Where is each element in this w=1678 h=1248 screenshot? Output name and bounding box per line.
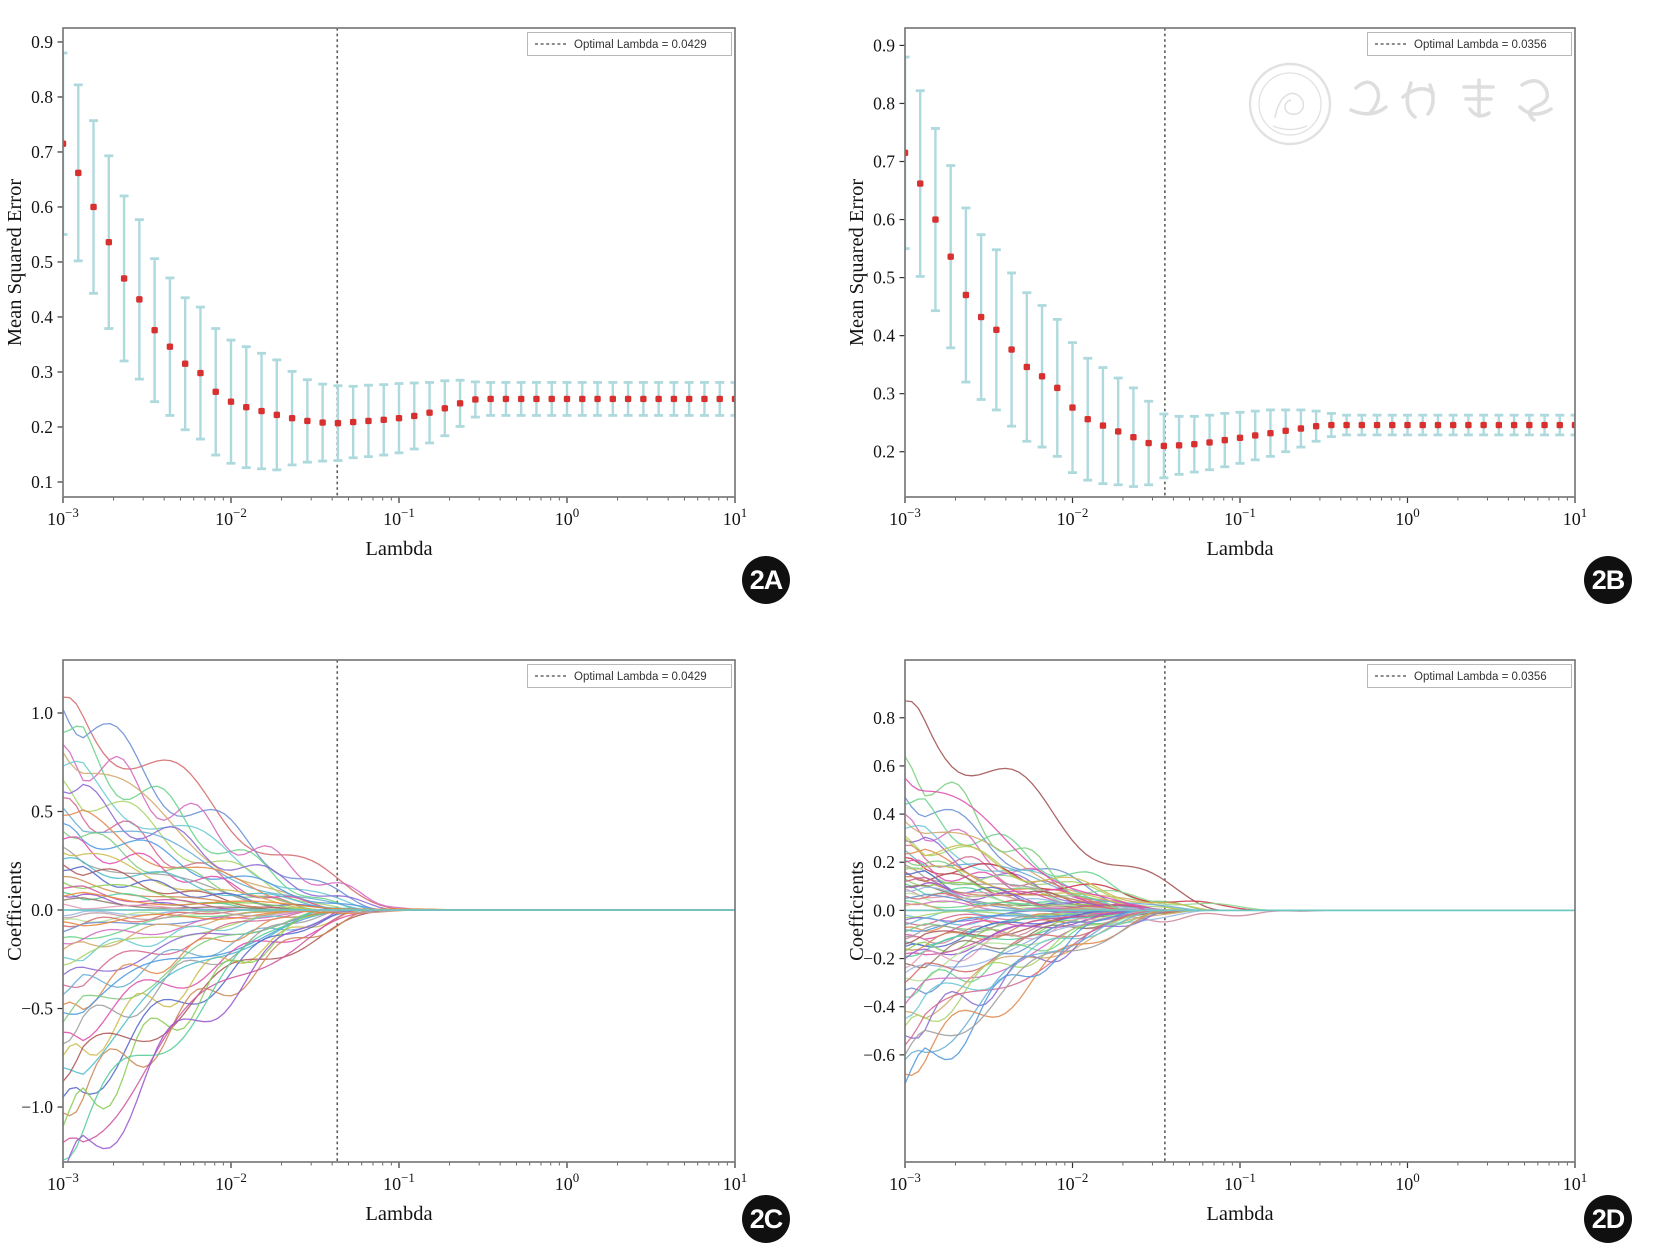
svg-text:−1.0: −1.0 [21,1097,53,1117]
svg-text:0.2: 0.2 [873,852,895,872]
panel-2b-chart: 0.9 0.8 0.7 0.6 0.5 0.4 0.3 0.2 10−3 10−2 10−1 100 1… [846,27,1587,560]
svg-text:0.4: 0.4 [31,307,53,327]
svg-text:Optimal Lambda = 0.0356: Optimal Lambda = 0.0356 [1414,39,1547,51]
svg-text:−0.2: −0.2 [863,949,895,969]
svg-text:Lambda: Lambda [1206,1203,1273,1225]
panel-2b-mse-plot: 0.9 0.8 0.7 0.6 0.5 0.4 0.3 0.2 10−3 10−2 10−1 100 1… [840,0,1678,618]
svg-text:10−2: 10−2 [215,505,247,529]
svg-text:10−1: 10−1 [383,505,415,529]
svg-text:Lambda: Lambda [1206,538,1273,560]
svg-text:10−3: 10−3 [889,1170,921,1194]
svg-text:10−3: 10−3 [47,1170,79,1194]
svg-text:Optimal Lambda = 0.0429: Optimal Lambda = 0.0429 [574,671,707,683]
svg-text:0.7: 0.7 [873,152,895,172]
svg-text:Coefficients: Coefficients [4,861,26,961]
svg-text:0.6: 0.6 [873,210,895,230]
svg-text:100: 100 [555,1170,579,1194]
svg-text:0.4: 0.4 [873,804,895,824]
svg-text:Lambda: Lambda [365,538,432,560]
svg-text:Lambda: Lambda [365,1203,432,1225]
svg-text:0.9: 0.9 [873,35,895,55]
svg-text:Mean Squared Error: Mean Squared Error [4,179,26,347]
svg-text:0.8: 0.8 [31,87,53,107]
svg-text:10−1: 10−1 [383,1170,415,1194]
svg-text:0.0: 0.0 [873,900,895,920]
svg-text:−0.6: −0.6 [863,1045,895,1065]
panel-label-2a: 2A [742,556,790,604]
svg-text:0.3: 0.3 [873,384,895,404]
svg-text:10−2: 10−2 [215,1170,247,1194]
panel-label-2c: 2C [742,1195,790,1243]
svg-text:10−1: 10−1 [1224,505,1256,529]
svg-text:0.2: 0.2 [31,417,53,437]
svg-text:100: 100 [555,505,579,529]
svg-text:0.2: 0.2 [873,442,895,462]
svg-text:0.8: 0.8 [873,708,895,728]
panel-2a-mse-plot: 0.9 0.8 0.7 0.6 0.5 0.4 0.3 0.2 0.1 10−3 10−2 10−1 1… [0,0,840,618]
svg-text:Optimal Lambda = 0.0356: Optimal Lambda = 0.0356 [1414,671,1547,683]
svg-text:0.5: 0.5 [873,268,895,288]
svg-text:1.0: 1.0 [31,703,53,723]
svg-text:0.9: 0.9 [31,32,53,52]
svg-text:0.6: 0.6 [873,756,895,776]
svg-text:0.3: 0.3 [31,362,53,382]
svg-text:101: 101 [1563,1170,1587,1194]
panel-label-2d: 2D [1584,1195,1632,1243]
svg-text:0.7: 0.7 [31,142,53,162]
svg-text:10−2: 10−2 [1057,505,1089,529]
svg-text:0.6: 0.6 [31,197,53,217]
svg-text:Optimal Lambda = 0.0429: Optimal Lambda = 0.0429 [574,39,707,51]
panel-2d-coefficients-plot: 0.8 0.6 0.4 0.2 0.0 −0.2 −0.4 −0.6 10−3 10−2 10−1 1… [840,618,1678,1248]
svg-text:101: 101 [723,1170,747,1194]
svg-text:0.5: 0.5 [31,252,53,272]
svg-text:100: 100 [1395,1170,1419,1194]
svg-text:101: 101 [723,505,747,529]
svg-text:10−1: 10−1 [1224,1170,1256,1194]
svg-text:10−3: 10−3 [889,505,921,529]
svg-text:−0.4: −0.4 [863,997,895,1017]
panel-label-2b: 2B [1584,556,1632,604]
svg-text:−0.5: −0.5 [21,999,53,1019]
svg-text:100: 100 [1395,505,1419,529]
panel-2c-coefficients-plot: 1.0 0.5 0.0 −0.5 −1.0 10−3 10−2 10−1 100 101 Lambd… [0,618,840,1248]
svg-text:10−2: 10−2 [1057,1170,1089,1194]
svg-text:Coefficients: Coefficients [846,861,868,961]
svg-text:0.0: 0.0 [31,900,53,920]
svg-text:0.8: 0.8 [873,93,895,113]
panel-2c-chart: 1.0 0.5 0.0 −0.5 −1.0 10−3 10−2 10−1 100 101 Lambd… [4,659,747,1225]
panel-2a-chart: 0.9 0.8 0.7 0.6 0.5 0.4 0.3 0.2 0.1 10−3 10−2 10−1 1… [4,27,747,560]
svg-text:0.1: 0.1 [31,472,53,492]
svg-text:0.5: 0.5 [31,802,53,822]
svg-text:Mean Squared Error: Mean Squared Error [846,179,868,347]
svg-text:0.4: 0.4 [873,326,895,346]
svg-text:10−3: 10−3 [47,505,79,529]
panel-2d-chart: 0.8 0.6 0.4 0.2 0.0 −0.2 −0.4 −0.6 10−3 10−2 10−1 1… [846,659,1587,1225]
svg-text:101: 101 [1563,505,1587,529]
